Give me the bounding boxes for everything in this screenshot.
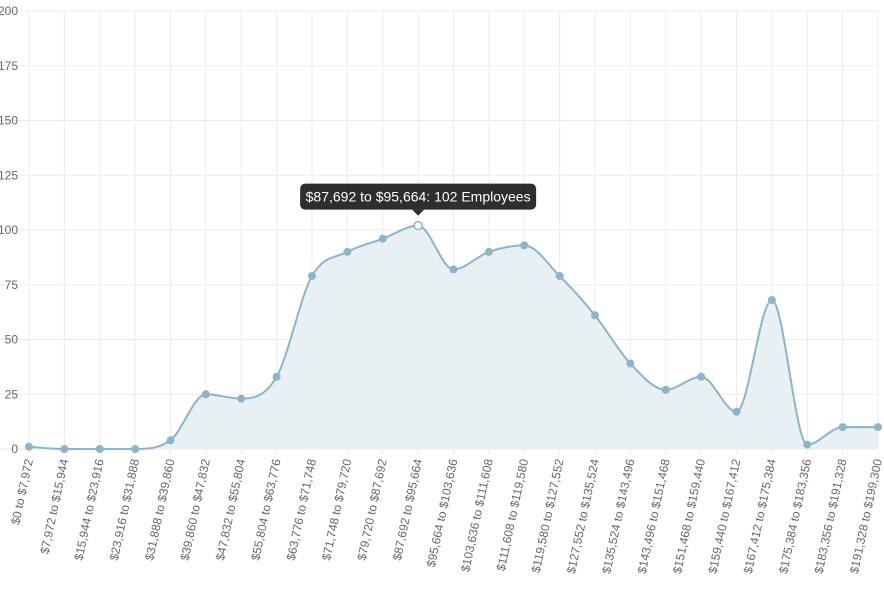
x-tick-label-23: $183,356 to $191,328	[812, 457, 850, 574]
x-tick-label-11: $87,692 to $95,664	[390, 457, 425, 561]
tooltip: $87,692 to $95,664: 102 Employees	[300, 183, 537, 216]
data-point-22[interactable]	[803, 440, 812, 449]
data-point-15[interactable]	[555, 271, 564, 280]
x-tick-label-7: $55,804 to $63,776	[248, 457, 283, 561]
x-tick-label-16: $127,552 to $135,524	[564, 457, 602, 574]
data-point-7[interactable]	[272, 372, 281, 381]
x-tick-label-10: $79,720 to $87,692	[354, 457, 389, 561]
data-point-21[interactable]	[767, 296, 776, 305]
x-tick-label-20: $159,440 to $167,412	[705, 457, 743, 574]
data-point-1[interactable]	[60, 445, 69, 453]
y-tick-label-4: 100	[0, 223, 18, 237]
y-tick-label-6: 150	[0, 114, 18, 128]
x-tick-label-1: $7,972 to $15,944	[37, 457, 71, 555]
data-point-3[interactable]	[131, 445, 140, 453]
y-tick-label-5: 125	[0, 168, 18, 182]
data-point-11[interactable]	[413, 220, 423, 231]
x-tick-label-4: $31,888 to $39,860	[142, 457, 177, 561]
x-tick-label-17: $135,524 to $143,496	[599, 457, 637, 574]
x-tick-label-12: $95,664 to $103,636	[424, 457, 461, 568]
y-tick-label-2: 50	[5, 333, 19, 347]
data-point-13[interactable]	[484, 247, 493, 256]
tooltip-box	[300, 183, 537, 210]
tooltip-text: $87,692 to $95,664: 102 Employees	[306, 189, 531, 205]
x-tick-label-2: $15,944 to $23,916	[71, 457, 106, 561]
data-point-0[interactable]	[25, 442, 33, 451]
x-tick-label-5: $39,860 to $47,832	[178, 457, 213, 561]
data-point-19[interactable]	[697, 372, 706, 381]
y-tick-label-3: 75	[5, 278, 19, 292]
data-point-6[interactable]	[237, 394, 246, 403]
x-tick-label-13: $103,636 to $111,608	[458, 457, 496, 573]
y-tick-label-0: 0	[11, 442, 18, 456]
data-point-12[interactable]	[449, 265, 458, 274]
series-points	[25, 220, 882, 453]
y-axis: 0 25 50 75 100 125 150 175 200	[0, 4, 18, 456]
data-point-4[interactable]	[166, 436, 175, 445]
data-point-20[interactable]	[732, 407, 741, 416]
x-tick-label-21: $167,412 to $175,384	[741, 457, 779, 574]
data-point-14[interactable]	[520, 241, 529, 250]
data-point-10[interactable]	[378, 234, 387, 243]
y-tick-label-1: 25	[5, 387, 19, 401]
x-tick-label-18: $143,496 to $151,468	[635, 457, 673, 574]
x-tick-label-15: $119,580 to $127,552	[529, 457, 567, 574]
x-tick-label-24: $191,328 to $199,300	[847, 457, 884, 574]
y-tick-label-8: 200	[0, 4, 18, 18]
x-tick-label-19: $151,468 to $159,440	[670, 457, 708, 574]
data-point-5[interactable]	[201, 390, 210, 399]
tooltip-caret	[412, 209, 425, 216]
data-point-18[interactable]	[661, 385, 670, 394]
x-axis: $0 to $7,972 $7,972 to $15,944 $15,944 to …	[8, 457, 884, 574]
data-point-8[interactable]	[308, 271, 316, 280]
x-tick-label-0: $0 to $7,972	[8, 457, 36, 525]
x-tick-label-3: $23,916 to $31,888	[107, 457, 142, 561]
x-tick-label-9: $71,748 to $79,720	[319, 457, 354, 561]
data-point-23[interactable]	[838, 423, 847, 432]
data-point-2[interactable]	[95, 445, 104, 453]
x-tick-label-14: $111,608 to $119,580	[494, 457, 531, 572]
x-tick-label-6: $47,832 to $55,804	[213, 457, 248, 561]
data-point-17[interactable]	[626, 359, 635, 368]
series-line	[28, 224, 878, 450]
x-tick-label-22: $175,384 to $183,356	[776, 457, 814, 574]
y-tick-label-7: 175	[0, 59, 18, 73]
data-point-16[interactable]	[591, 311, 599, 320]
data-point-9[interactable]	[343, 247, 352, 256]
x-tick-label-8: $63,776 to $71,748	[284, 457, 319, 561]
data-point-24[interactable]	[874, 423, 882, 432]
